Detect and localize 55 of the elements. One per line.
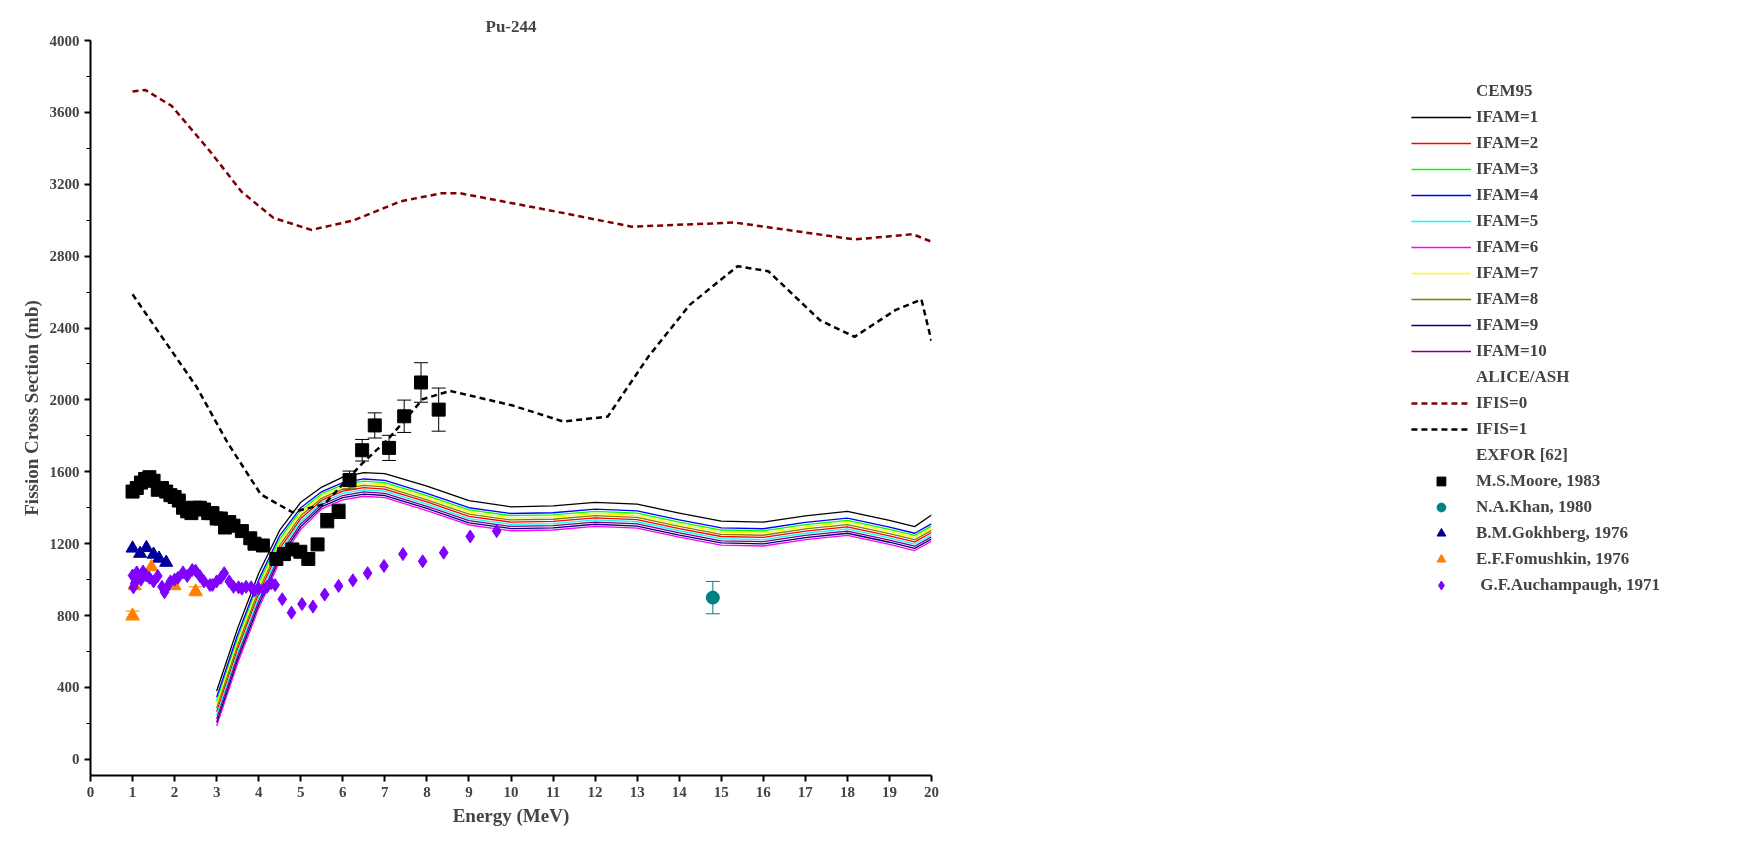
text: CEM95 [1475, 80, 1533, 102]
x-tick-label: 5 [297, 783, 305, 800]
x-tick-label: 0 [86, 783, 95, 800]
y-tick-label: 800 [57, 607, 80, 624]
x-tick-label: 3 [212, 783, 221, 800]
legend-label: IFAM=9 [1475, 314, 1539, 336]
x-tick-label: 12 [587, 783, 603, 800]
legend-label: IFIS=0 [1475, 392, 1528, 414]
legend-label: IFAM=1 [1475, 106, 1539, 128]
y-axis-title: Fission Cross Section (mb) [20, 300, 43, 516]
legend-label: IFAM=10 [1475, 340, 1547, 362]
x-tick-label: 15 [713, 783, 729, 800]
x-tick-label: 7 [381, 783, 390, 800]
legend-label: E.F.Fomushkin, 1976 [1475, 548, 1630, 570]
y-tick-label: 4000 [49, 32, 80, 49]
x-tick-label: 18 [839, 783, 855, 800]
x-axis-title: Energy (MeV) [452, 804, 570, 827]
y-tick-label: 2400 [49, 320, 80, 337]
legend-label: IFIS=1 [1475, 418, 1528, 440]
legend-label: B.M.Gokhberg, 1976 [1475, 522, 1628, 544]
x-tick-label: 2 [170, 783, 179, 800]
legend-label: IFAM=7 [1475, 262, 1539, 284]
legend-label: IFAM=6 [1475, 236, 1539, 258]
x-tick-label: 1 [128, 783, 137, 800]
y-tick-label: 3600 [49, 104, 80, 121]
x-tick-label: 13 [629, 783, 645, 800]
x-tick-label: 8 [423, 783, 431, 800]
x-tick-label: 6 [339, 783, 348, 800]
legend-label: N.A.Khan, 1980 [1475, 496, 1593, 518]
x-tick-label: 9 [465, 783, 473, 800]
y-tick-label: 2800 [49, 248, 80, 265]
y-tick-label: 400 [57, 679, 80, 696]
legend-label: IFAM=3 [1475, 158, 1539, 180]
legend-label: IFAM=8 [1475, 288, 1539, 310]
x-tick-label: 10 [503, 783, 519, 800]
x-tick-label: 19 [881, 783, 897, 800]
x-tick-label: 17 [797, 783, 814, 800]
y-tick-label: 2000 [49, 391, 80, 408]
legend-label: IFAM=4 [1475, 184, 1539, 206]
legend-label: G.F.Auchampaugh, 1971 [1479, 574, 1660, 596]
legend-label: IFAM=5 [1475, 210, 1539, 232]
legend-label: M.S.Moore, 1983 [1475, 470, 1601, 492]
chart-title: Pu-244 [485, 16, 537, 36]
y-tick-label: 1200 [49, 535, 80, 552]
legend-label: IFAM=2 [1475, 132, 1539, 154]
x-tick-label: 11 [545, 783, 561, 800]
x-tick-label: 14 [671, 783, 688, 800]
text: ALICE/ASH [1475, 366, 1570, 388]
x-tick-label: 16 [755, 783, 772, 800]
text: EXFOR [62] [1475, 444, 1569, 466]
x-tick-label: 4 [254, 783, 263, 800]
y-tick-label: 1600 [49, 463, 80, 480]
x-tick-label: 20 [924, 783, 939, 800]
y-tick-label: 3200 [49, 176, 80, 193]
y-tick-label: 0 [72, 751, 80, 768]
